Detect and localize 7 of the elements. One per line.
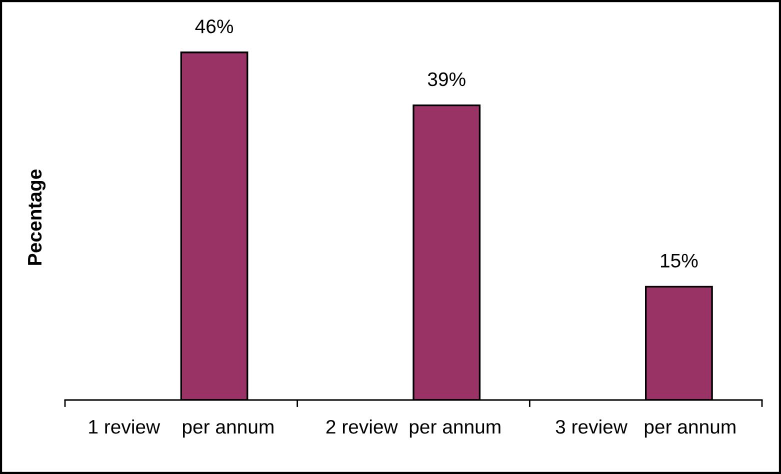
y-axis-title: Pecentage: [28, 170, 46, 265]
data-label: 46%: [195, 19, 234, 34]
data-label: 39%: [428, 72, 466, 86]
x-tick-label: 3 review per annum: [556, 419, 736, 438]
data-label: 15%: [660, 254, 698, 268]
x-tick-label: 2 review per annum: [326, 419, 500, 438]
x-tick-label: 1 review per annum: [89, 419, 274, 438]
